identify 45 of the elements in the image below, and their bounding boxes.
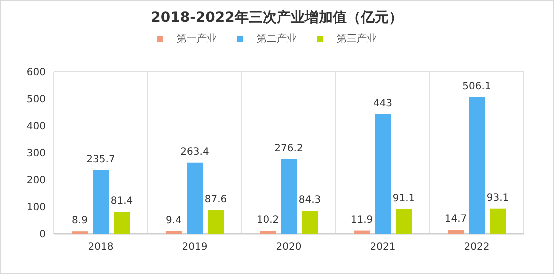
legend-label: 第二产业 <box>257 33 297 45</box>
bar <box>187 162 203 234</box>
data-label: 93.1 <box>486 192 510 204</box>
data-label: 8.9 <box>72 216 88 227</box>
x-tick-label: 2021 <box>370 242 396 253</box>
data-label: 9.4 <box>166 215 182 226</box>
y-tick-label: 100 <box>26 202 46 214</box>
bar <box>93 170 109 234</box>
data-label: 263.4 <box>180 146 210 158</box>
data-label: 235.7 <box>86 154 116 166</box>
bar <box>375 114 391 234</box>
data-label: 506.1 <box>462 81 492 92</box>
x-tick-label: 2019 <box>182 242 208 253</box>
data-label: 91.1 <box>392 193 416 204</box>
x-tick-label: 2018 <box>88 242 114 253</box>
bar <box>281 159 297 234</box>
y-tick-label: 600 <box>26 68 46 78</box>
bar <box>354 230 370 234</box>
data-label: 11.9 <box>350 214 374 226</box>
data-label: 81.4 <box>110 196 134 208</box>
bar <box>166 231 182 234</box>
y-tick-label: 200 <box>26 176 46 186</box>
bar <box>396 209 412 234</box>
y-tick-label: 500 <box>26 94 46 106</box>
y-tick-label: 0 <box>40 230 46 240</box>
x-tick-label: 2020 <box>276 242 302 253</box>
data-label: 14.7 <box>444 214 468 226</box>
y-tick-label: 300 <box>26 148 46 160</box>
bar <box>490 208 506 234</box>
data-label: 84.3 <box>298 195 322 206</box>
data-label: 276.2 <box>274 143 304 154</box>
data-label: 10.2 <box>256 215 280 226</box>
y-tick-label: 400 <box>26 122 46 132</box>
legend-label: 第三产业 <box>337 33 377 45</box>
bar <box>469 97 485 234</box>
bar <box>260 231 276 234</box>
bar <box>208 210 224 234</box>
data-label: 443 <box>373 98 393 110</box>
chart-title: 2018-2022年三次产业增加值（亿元） <box>151 9 403 26</box>
x-tick-label: 2022 <box>464 242 490 253</box>
bar <box>114 212 130 234</box>
bar <box>448 230 464 234</box>
data-label: 87.6 <box>204 194 228 206</box>
bar <box>302 211 318 234</box>
legend-label: 第一产业 <box>177 33 217 45</box>
